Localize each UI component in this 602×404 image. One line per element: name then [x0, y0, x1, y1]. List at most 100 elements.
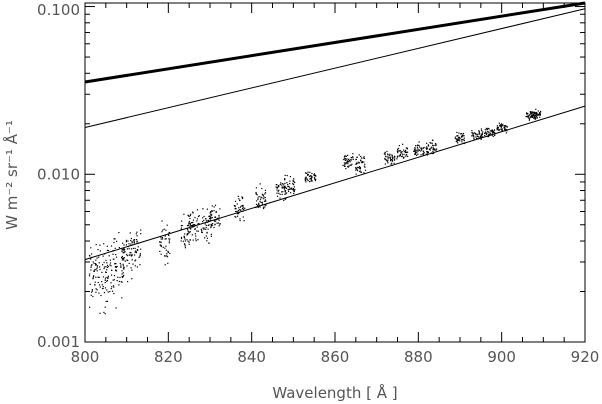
data-point	[89, 273, 91, 275]
data-point	[422, 147, 424, 149]
data-point	[213, 206, 215, 208]
data-point	[390, 163, 392, 165]
data-point	[181, 220, 183, 222]
data-point	[414, 148, 416, 150]
data-point	[134, 260, 136, 262]
data-point	[94, 281, 96, 283]
data-point	[314, 174, 317, 176]
data-point	[122, 242, 124, 244]
data-point	[313, 178, 316, 180]
data-point	[347, 161, 349, 163]
data-point	[276, 187, 278, 189]
data-point	[192, 221, 194, 224]
data-point	[430, 142, 432, 144]
data-point	[390, 156, 392, 158]
data-point	[504, 125, 507, 127]
x-tick-label: 820	[154, 348, 183, 366]
data-point	[283, 188, 286, 190]
data-point	[463, 139, 465, 141]
x-tick-label: 900	[487, 348, 516, 366]
data-point	[123, 251, 125, 254]
data-point	[102, 285, 104, 288]
data-point	[487, 127, 489, 129]
data-point	[121, 273, 123, 275]
data-point	[216, 222, 218, 224]
data-point	[188, 241, 190, 243]
data-point	[118, 232, 120, 234]
data-point	[496, 125, 498, 127]
data-point	[188, 232, 190, 234]
data-point	[213, 226, 215, 229]
data-point	[125, 239, 128, 241]
data-point	[167, 250, 169, 252]
data-point	[112, 285, 115, 287]
data-point	[344, 159, 346, 162]
data-point	[126, 259, 128, 261]
data-point	[416, 150, 418, 152]
data-point	[106, 264, 109, 266]
data-point	[350, 159, 352, 161]
data-point	[350, 164, 352, 166]
data-point	[416, 154, 418, 156]
data-point	[128, 254, 130, 256]
data-point	[535, 117, 537, 119]
data-point	[458, 139, 460, 141]
data-point	[499, 128, 501, 130]
data-point	[456, 141, 458, 143]
data-point	[197, 230, 199, 232]
data-point	[284, 178, 286, 181]
data-point	[436, 148, 438, 150]
data-point	[343, 156, 345, 158]
data-point	[128, 248, 130, 250]
data-point	[198, 215, 200, 217]
data-point	[345, 155, 347, 157]
data-point	[136, 266, 138, 268]
data-point	[129, 232, 131, 234]
data-point	[527, 112, 529, 115]
data-point	[131, 259, 133, 261]
data-point	[265, 203, 267, 205]
data-point	[160, 253, 162, 255]
data-point	[215, 211, 217, 213]
data-point	[106, 276, 108, 278]
data-point	[114, 263, 116, 265]
data-point	[533, 116, 535, 118]
data-point	[492, 133, 494, 135]
data-point	[289, 183, 291, 185]
data-point	[107, 275, 109, 277]
data-point	[284, 190, 287, 192]
data-point	[118, 284, 120, 286]
data-point	[98, 292, 100, 294]
data-point	[183, 213, 185, 215]
data-point	[386, 156, 388, 158]
data-point	[184, 244, 186, 246]
data-point	[211, 210, 213, 212]
data-point	[134, 254, 136, 256]
data-point	[190, 213, 192, 215]
data-point	[461, 141, 463, 143]
data-point	[139, 255, 141, 257]
data-point	[393, 162, 395, 164]
data-point	[210, 235, 212, 237]
data-point	[203, 228, 205, 230]
data-point	[132, 247, 134, 249]
data-point	[192, 219, 194, 221]
data-point	[311, 180, 313, 182]
data-point	[243, 220, 245, 222]
data-point	[401, 155, 404, 157]
data-point	[275, 186, 277, 188]
data-point	[105, 266, 107, 268]
data-point	[283, 183, 285, 185]
data-point	[95, 259, 97, 261]
data-point	[111, 286, 113, 288]
data-point	[428, 148, 430, 150]
data-point	[187, 229, 189, 231]
data-point	[187, 215, 190, 217]
data-point	[189, 217, 191, 220]
data-point	[364, 166, 366, 168]
data-point	[305, 181, 307, 183]
data-point	[259, 206, 261, 208]
data-point	[359, 167, 361, 169]
data-point	[415, 145, 417, 147]
data-point	[480, 138, 482, 140]
